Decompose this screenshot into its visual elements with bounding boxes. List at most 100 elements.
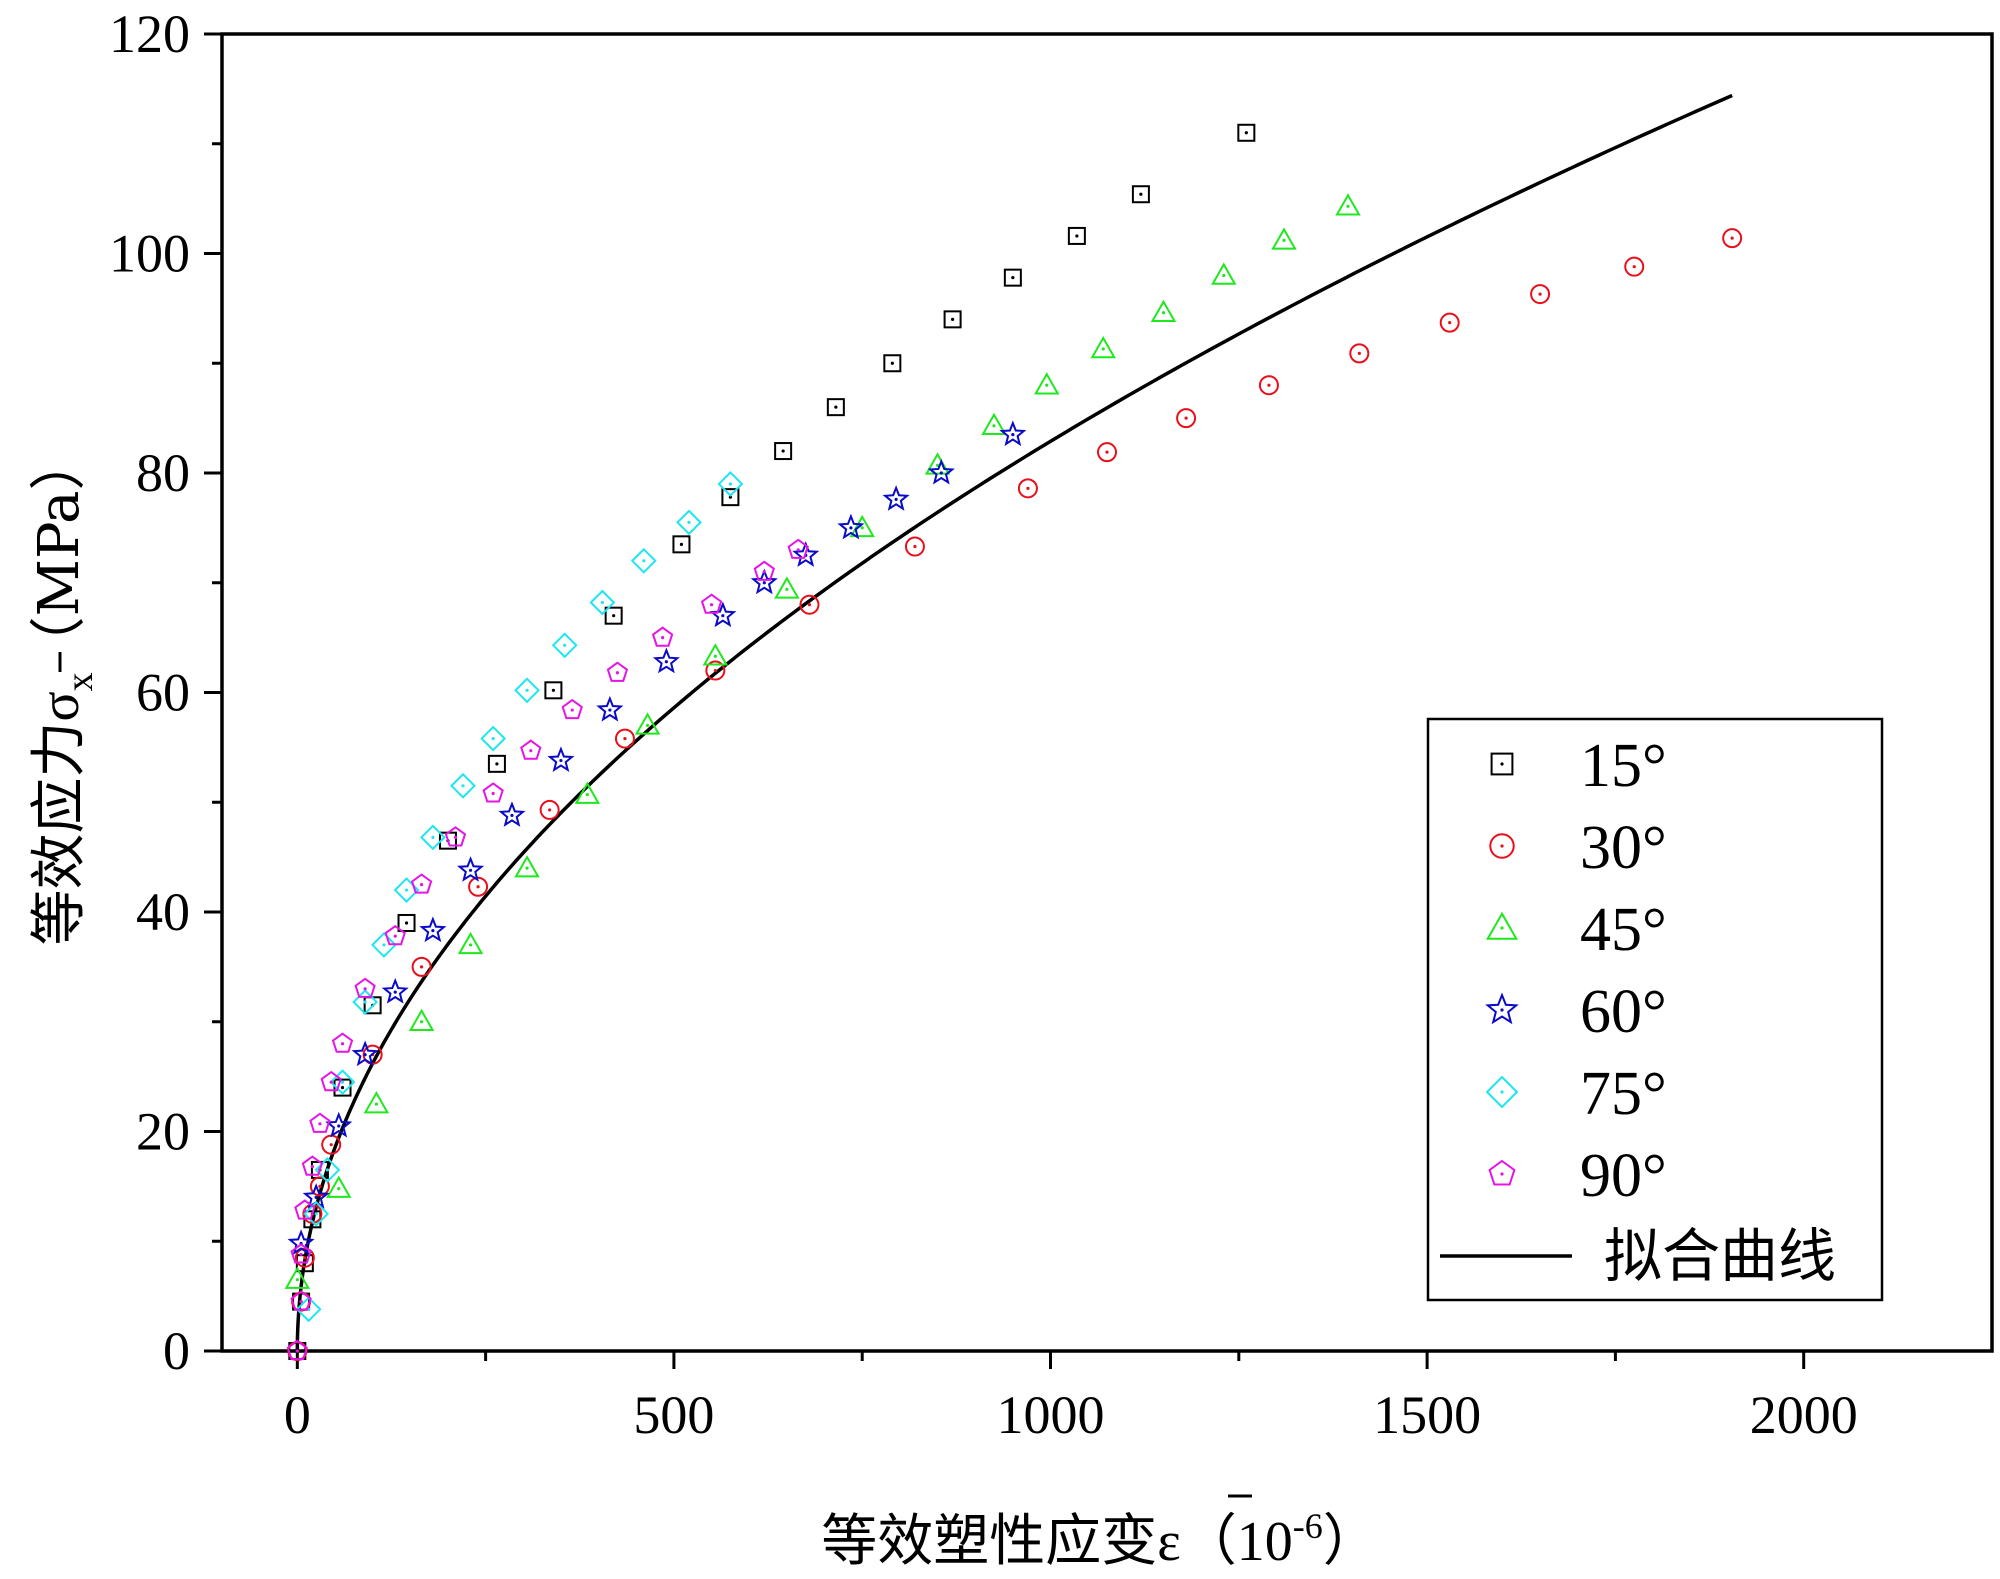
x-axis-title-unit-close: ） xyxy=(1323,1509,1379,1574)
data-point xyxy=(286,1339,309,1361)
legend-marker-pentagon xyxy=(1488,1159,1516,1186)
data-point xyxy=(676,509,702,536)
y-axis-title: 等效应力σx（MPa） xyxy=(27,434,101,945)
data-point xyxy=(904,536,925,557)
series-triangle xyxy=(284,193,1361,1289)
y-axis-title-main: 等效应力 xyxy=(27,722,92,946)
data-point xyxy=(1034,372,1060,395)
fit-curve-line xyxy=(295,93,1733,1352)
y-tick-label: 120 xyxy=(109,4,190,64)
data-point xyxy=(457,931,484,955)
data-point xyxy=(444,826,467,847)
legend-label-fit: 拟合曲线 xyxy=(1604,1222,1836,1290)
data-point xyxy=(326,1175,352,1198)
data-point xyxy=(753,560,775,581)
x-tick-label: 0 xyxy=(284,1385,311,1445)
data-point xyxy=(774,442,793,461)
axis-tick-labels: 0 500 1000 1500 2000 0 20 40 60 80 100 120 xyxy=(109,4,1858,1445)
x-axis-title-main: 等效塑性应变 xyxy=(821,1509,1157,1574)
data-point xyxy=(363,1091,390,1114)
data-point xyxy=(482,782,504,803)
data-point xyxy=(294,1199,316,1220)
data-point xyxy=(702,643,729,666)
data-point xyxy=(1624,256,1645,277)
legend-box xyxy=(1426,717,1884,1302)
data-point xyxy=(419,916,447,943)
y-tick-label: 40 xyxy=(136,882,190,942)
data-point xyxy=(1176,408,1197,429)
x-axis-title-symbol: ε xyxy=(1157,1511,1181,1573)
axis-ticks xyxy=(204,32,1806,1369)
series-diamond xyxy=(295,471,744,1323)
y-tick-label: 80 xyxy=(136,443,190,503)
data-point xyxy=(750,568,778,595)
x-tick-label: 1500 xyxy=(1373,1385,1481,1445)
data-point xyxy=(333,1078,352,1097)
legend-marker-square xyxy=(1490,752,1514,776)
data-point xyxy=(309,1176,330,1197)
y-axis-title-symbol: σ xyxy=(29,691,91,721)
data-point xyxy=(1067,226,1086,245)
data-point xyxy=(290,1243,312,1264)
data-point xyxy=(700,593,723,614)
data-point xyxy=(709,601,737,628)
y-axis-title-subscript: x xyxy=(59,672,101,691)
data-point xyxy=(408,1008,435,1031)
data-point xyxy=(1258,375,1279,396)
data-point xyxy=(1017,478,1038,499)
legend-marker-diamond xyxy=(1485,1075,1519,1109)
data-point xyxy=(574,781,601,804)
data-point xyxy=(882,485,910,511)
data-point xyxy=(351,1040,379,1067)
data-point xyxy=(981,412,1007,436)
data-point xyxy=(544,681,563,700)
data-point xyxy=(325,1111,353,1138)
data-point xyxy=(596,695,624,722)
x-tick-label: 500 xyxy=(633,1385,714,1445)
x-axis-title-unit-open: （10 xyxy=(1181,1511,1293,1573)
data-point xyxy=(480,725,507,752)
data-point xyxy=(927,458,955,485)
data-point xyxy=(547,746,575,773)
legend-label: 75° xyxy=(1580,1060,1667,1128)
data-points xyxy=(284,123,1743,1361)
data-point xyxy=(799,594,820,615)
data-point xyxy=(717,471,744,497)
data-point xyxy=(457,856,485,882)
data-point xyxy=(487,754,506,773)
data-point xyxy=(294,1247,315,1268)
series-star xyxy=(287,420,1027,1255)
data-point xyxy=(397,913,416,932)
data-point xyxy=(384,924,406,946)
data-point xyxy=(352,989,379,1015)
x-axis-title: 等效塑性应变ε（10-6） xyxy=(821,1506,1379,1574)
data-point xyxy=(705,660,726,681)
y-tick-label: 100 xyxy=(109,224,190,284)
data-point xyxy=(999,420,1027,447)
data-point xyxy=(1271,227,1297,250)
data-point xyxy=(314,1156,341,1183)
data-point xyxy=(787,538,809,559)
data-point xyxy=(450,772,476,799)
legend-label: 30° xyxy=(1580,814,1667,882)
data-point xyxy=(329,1069,356,1096)
data-point xyxy=(371,932,397,958)
data-point xyxy=(303,1200,330,1227)
data-point xyxy=(419,824,446,851)
data-point xyxy=(514,855,540,878)
data-point xyxy=(520,739,542,760)
data-point xyxy=(1131,185,1150,204)
data-point xyxy=(1349,343,1370,364)
data-point xyxy=(331,1032,354,1053)
data-point xyxy=(411,956,432,977)
data-point xyxy=(1439,312,1460,333)
data-point xyxy=(721,488,740,507)
data-point xyxy=(614,728,635,749)
data-point xyxy=(1335,193,1361,216)
data-point xyxy=(1211,262,1237,285)
legend-label: 60° xyxy=(1580,978,1667,1046)
legend-marker-star xyxy=(1485,992,1519,1025)
x-tick-label: 1000 xyxy=(997,1385,1105,1445)
y-tick-label: 0 xyxy=(163,1321,190,1381)
